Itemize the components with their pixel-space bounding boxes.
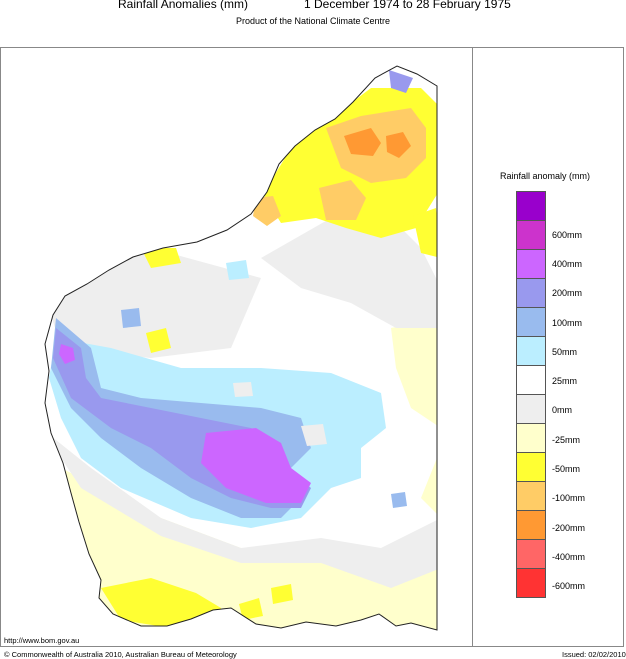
legend-swatch — [516, 452, 546, 481]
zone-100mm-pocket1 — [121, 308, 141, 328]
legend-swatch — [516, 539, 546, 568]
legend-swatch — [516, 336, 546, 365]
frame-divider — [472, 47, 473, 647]
zone-0-pocket1 — [301, 424, 327, 446]
legend-label: 25mm — [552, 376, 578, 387]
legend-swatch — [516, 423, 546, 452]
zone-neg50-pocket5 — [271, 584, 293, 604]
legend-swatch — [516, 191, 546, 220]
title-period: 1 December 1974 to 28 February 1975 — [304, 0, 511, 11]
zone-200mm-north — [389, 70, 413, 93]
legend-label: -50mm — [552, 464, 581, 474]
map-frame — [0, 47, 624, 647]
zone-neg50-pocket1 — [141, 248, 181, 268]
source-url[interactable]: http://www.bom.gov.au — [4, 636, 80, 645]
zone-0-central — [261, 208, 437, 328]
zone-50mm-pocket1 — [226, 260, 249, 280]
zone-400mm — [201, 428, 311, 503]
zone-neg100-mid — [319, 180, 366, 220]
zone-neg200-north-b — [386, 132, 411, 158]
map-title: Rainfall Anomalies (mm) 1 December 1974 … — [0, 0, 626, 11]
title-variable: Rainfall Anomalies (mm) — [118, 0, 249, 11]
legend-swatch — [516, 278, 546, 307]
zone-neg25-east2 — [421, 448, 437, 518]
coastline — [44, 65, 438, 631]
zone-neg50-southcoast — [101, 578, 221, 628]
legend-label: -100mm — [552, 493, 586, 504]
zone-0-band — [45, 428, 437, 588]
legend-scale — [516, 191, 546, 598]
legend-swatch — [516, 220, 546, 249]
legend-label: -400mm — [552, 551, 586, 562]
zone-neg25-east — [391, 318, 437, 428]
zone-100mm-pocket2 — [391, 492, 407, 508]
copyright-notice: © Commonwealth of Australia 2010, Austra… — [4, 650, 237, 659]
legend-swatch — [516, 307, 546, 336]
rainfall-anomaly-map — [44, 65, 438, 631]
zone-0-pocket2 — [233, 382, 253, 397]
zone-neg200-north-a — [344, 128, 381, 156]
zone-400mm-west — [59, 344, 75, 364]
legend-swatch — [516, 394, 546, 423]
legend-label: 400mm — [552, 258, 583, 269]
legend-label: 100mm — [552, 317, 583, 328]
legend-label: 50mm — [552, 346, 578, 357]
zone-neg50-pocket3 — [146, 328, 171, 353]
legend-label: 0mm — [552, 405, 572, 416]
legend-label: -25mm — [552, 434, 581, 445]
zone-neg50-pocket4 — [239, 598, 263, 620]
issued-date: Issued: 02/02/2010 — [562, 650, 626, 659]
legend-label: 600mm — [552, 229, 583, 240]
legend-label: 200mm — [552, 288, 583, 299]
zone-neg100-west — [253, 196, 281, 226]
legend-label: -600mm — [552, 581, 586, 592]
subtitle: Product of the National Climate Centre — [235, 16, 391, 26]
legend-swatch — [516, 568, 546, 598]
legend-label: -200mm — [552, 522, 586, 533]
legend-swatch — [516, 365, 546, 394]
legend-swatch — [516, 481, 546, 510]
legend-title: Rainfall anomaly (mm) — [500, 171, 591, 181]
legend-swatch — [516, 249, 546, 278]
zone-neg50-pocket2 — [413, 208, 437, 258]
legend-swatch — [516, 510, 546, 539]
